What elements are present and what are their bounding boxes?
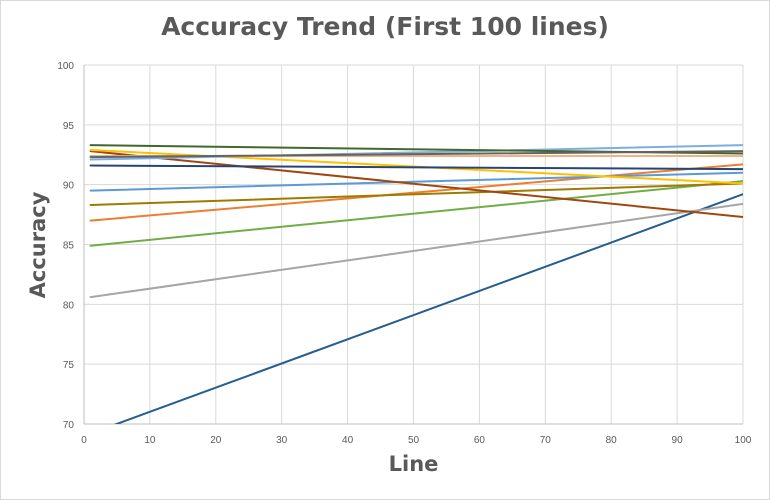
series-line-13: [89, 150, 743, 159]
x-tick-label: 40: [342, 435, 354, 446]
x-tick-label: 10: [144, 435, 156, 446]
x-tick-label: 50: [408, 435, 420, 446]
x-tick-label: 0: [81, 435, 87, 446]
series-line-7: [89, 150, 743, 218]
x-tick-label: 80: [606, 435, 618, 446]
chart-title: Accuracy Trend (First 100 lines): [161, 12, 609, 41]
x-tick-label: 90: [672, 435, 684, 446]
series-line-5: [89, 182, 743, 207]
y-tick-label: 100: [57, 61, 74, 72]
x-tick-label: 100: [735, 435, 752, 446]
series-line-2: [89, 202, 743, 299]
y-axis-label: Accuracy: [26, 191, 50, 299]
y-tick-label: 90: [63, 181, 75, 192]
y-tick-label: 80: [63, 300, 75, 311]
tick-labels: 0 10 20 30 40 50 60 70 80 90 100 70 75 80 85 90 95 100: [57, 61, 751, 446]
x-tick-label: 20: [210, 435, 222, 446]
y-tick-label: 70: [63, 420, 75, 431]
series-lines: [89, 144, 743, 424]
y-tick-label: 85: [63, 241, 75, 252]
y-tick-label: 95: [63, 121, 75, 132]
x-axis-label: Line: [388, 452, 439, 476]
x-tick-label: 30: [276, 435, 288, 446]
series-line-9: [89, 164, 743, 171]
series-line-3: [89, 180, 743, 247]
series-line-4: [89, 163, 743, 222]
grid: [83, 64, 744, 425]
y-tick-label: 75: [63, 360, 75, 371]
series-line-6: [89, 171, 743, 192]
x-tick-label: 70: [540, 435, 552, 446]
x-tick-label: 60: [474, 435, 486, 446]
series-line-1: [113, 193, 743, 424]
